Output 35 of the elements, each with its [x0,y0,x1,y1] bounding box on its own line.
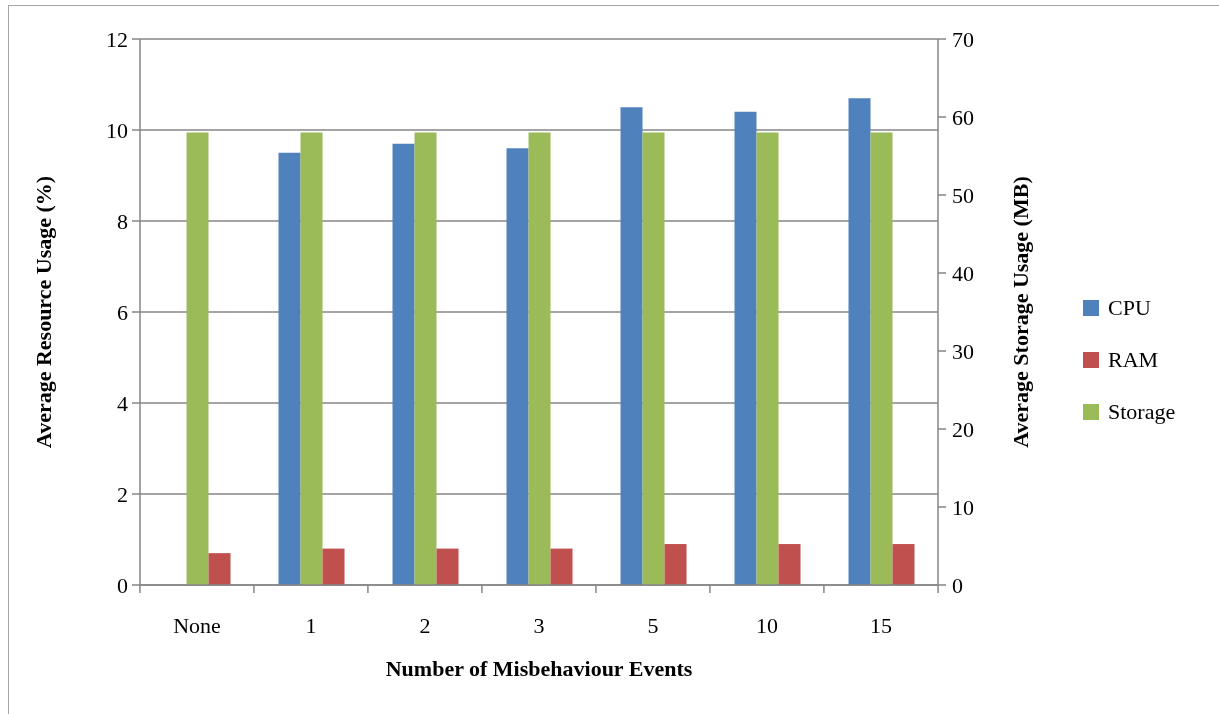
y2-tick-label: 10 [952,494,974,520]
x-tick-label: 15 [870,612,892,638]
y2-tick-label: 40 [952,260,974,286]
x-tick-label: 2 [419,612,431,638]
y2-axis-title: Average Storage Usage (MB) [1007,176,1033,448]
bar [208,553,231,585]
y2-tick-label: 70 [952,26,974,52]
x-tick-label: 10 [756,612,778,638]
y2-tick-label: 30 [952,338,974,364]
x-tick-label: None [173,612,221,638]
y-tick-label: 6 [117,299,128,325]
bar [436,548,459,585]
legend-label: Storage [1108,399,1176,425]
legend-label: CPU [1108,295,1151,321]
x-tick-label: 1 [305,612,317,638]
bar [322,548,345,585]
y-tick-label: 0 [117,572,128,598]
x-axis-title: Number of Misbehaviour Events [385,655,693,681]
bar [892,544,915,585]
x-tick-label: 3 [533,612,545,638]
y-tick-label: 4 [117,390,128,416]
y-tick-label: 2 [117,481,128,507]
y2-tick-label: 60 [952,104,974,130]
bar [664,544,687,585]
y-tick-label: 12 [106,26,128,52]
legend-label: RAM [1108,347,1159,373]
y2-tick-label: 0 [952,572,963,598]
bar [778,544,801,585]
bar [550,548,573,585]
x-tick-label: 5 [647,612,659,638]
y-tick-label: 8 [117,208,128,234]
y-tick-label: 10 [106,117,128,143]
y-axis-title: Average Resource Usage (%) [30,175,56,449]
y2-tick-label: 50 [952,182,974,208]
y2-tick-label: 20 [952,416,974,442]
